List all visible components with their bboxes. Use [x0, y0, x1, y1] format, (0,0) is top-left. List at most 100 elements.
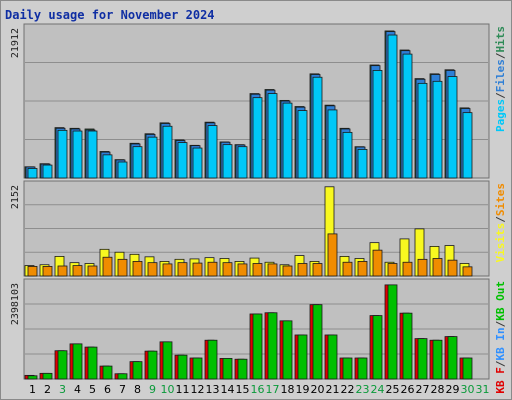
- bar-kb-out-day-9: [147, 350, 158, 380]
- x-label-day-25: 25: [386, 383, 400, 396]
- legend-entry: /: [494, 216, 507, 223]
- bar-sites-day-23: [357, 261, 368, 277]
- x-label-day-23: 23: [356, 383, 370, 396]
- bar-sites-day-27: [417, 258, 428, 277]
- bar-pages-day-28: [432, 80, 443, 179]
- x-label-day-22: 22: [341, 383, 355, 396]
- bar-pages-day-8: [132, 146, 143, 179]
- bar-sites-day-1: [27, 266, 38, 277]
- bar-sites-day-25: [387, 263, 398, 277]
- bar-pages-day-23: [357, 149, 368, 179]
- x-label-day-17: 17: [266, 383, 280, 396]
- legend-entry: Visits: [494, 223, 507, 263]
- bar-kb-out-day-4: [72, 343, 83, 380]
- bar-kb-out-day-5: [87, 346, 98, 380]
- bar-sites-day-20: [312, 263, 323, 277]
- legend-entry: Pages: [494, 99, 507, 132]
- x-label-day-28: 28: [431, 383, 445, 396]
- bar-sites-day-17: [267, 263, 278, 277]
- x-label-day-9: 9: [149, 383, 156, 396]
- bar-kb-out-day-26: [402, 312, 413, 380]
- bar-pages-day-6: [102, 154, 113, 179]
- legend-entry: KB F: [494, 367, 507, 394]
- x-label-day-1: 1: [29, 383, 36, 396]
- bar-kb-out-day-18: [282, 320, 293, 380]
- bar-sites-day-24: [372, 249, 383, 277]
- legend-entry: KB Out: [494, 281, 507, 321]
- bar-pages-day-4: [72, 130, 83, 179]
- chart-title: Daily usage for November 2024: [5, 8, 215, 22]
- bar-pages-day-9: [147, 136, 158, 179]
- bar-kb-out-day-12: [192, 357, 203, 380]
- bar-pages-day-30: [462, 112, 473, 179]
- x-axis-labels: 1 2 3 4 5 6 7 8 9 10 11 12 13 14 15 16 17 18 19 20 21 22 23 24 2…: [29, 383, 490, 396]
- bar-sites-day-26: [402, 261, 413, 277]
- legend-visits-sites: Visits/Sites: [494, 183, 507, 263]
- bar-kb-out-day-10: [162, 341, 173, 380]
- x-label-day-19: 19: [296, 383, 310, 396]
- bar-sites-day-22: [342, 261, 353, 277]
- x-label-day-3: 3: [59, 383, 66, 396]
- bar-pages-day-15: [237, 146, 248, 179]
- bar-kb-out-day-30: [462, 357, 473, 380]
- x-label-day-24: 24: [371, 383, 385, 396]
- bar-sites-day-10: [162, 263, 173, 277]
- x-label-day-16: 16: [251, 383, 265, 396]
- x-label-day-6: 6: [104, 383, 111, 396]
- bar-sites-day-29: [447, 259, 458, 277]
- bar-sites-day-16: [252, 263, 263, 277]
- x-label-day-10: 10: [161, 383, 175, 396]
- x-label-day-26: 26: [401, 383, 415, 396]
- x-label-day-5: 5: [89, 383, 96, 396]
- bar-kb-out-day-14: [222, 357, 233, 380]
- bar-sites-day-7: [117, 258, 128, 277]
- x-label-day-12: 12: [191, 383, 205, 396]
- legend-entry: /: [494, 52, 507, 59]
- bar-kb-out-day-13: [207, 339, 218, 380]
- bar-sites-day-9: [147, 262, 158, 277]
- bar-kb-out-day-22: [342, 357, 353, 380]
- bar-sites-day-15: [237, 263, 248, 277]
- x-label-day-20: 20: [311, 383, 325, 396]
- x-label-day-31: 31: [476, 383, 490, 396]
- bar-sites-day-2: [42, 266, 53, 277]
- bar-kb-out-day-20: [312, 304, 323, 380]
- bar-sites-day-8: [132, 261, 143, 277]
- x-label-day-30: 30: [461, 383, 475, 396]
- bar-pages-day-7: [117, 161, 128, 179]
- bar-kb-out-day-27: [417, 338, 428, 380]
- bar-sites-day-14: [222, 262, 233, 277]
- legend-entry: /: [494, 320, 507, 327]
- y-axis-labels: 21912 2152 2398103: [10, 28, 21, 325]
- bar-pages-day-18: [282, 102, 293, 179]
- legend-entry: /: [494, 360, 507, 367]
- bar-kb-out-day-25: [387, 284, 398, 380]
- bar-pages-day-5: [87, 130, 98, 179]
- bar-kb-out-day-7: [117, 373, 128, 380]
- bar-pages-day-11: [177, 142, 188, 179]
- legend-entry: KB In: [494, 327, 507, 360]
- bar-kb-out-day-1: [27, 375, 38, 380]
- bar-pages-day-21: [327, 109, 338, 179]
- bar-kb-out-day-3: [57, 350, 68, 380]
- bar-pages-day-27: [417, 82, 428, 179]
- x-label-day-11: 11: [176, 383, 190, 396]
- bar-sites-day-5: [87, 265, 98, 277]
- bar-sites-day-28: [432, 258, 443, 277]
- bar-pages-day-26: [402, 53, 413, 179]
- bar-kb-out-day-8: [132, 361, 143, 380]
- bar-kb-out-day-19: [297, 334, 308, 380]
- x-label-day-8: 8: [134, 383, 141, 396]
- bar-pages-day-19: [297, 110, 308, 179]
- bar-pages-day-1: [27, 168, 38, 179]
- bar-kb-out-day-17: [267, 312, 278, 380]
- bar-sites-day-21: [327, 233, 338, 277]
- bar-pages-day-3: [57, 129, 68, 179]
- x-label-day-27: 27: [416, 383, 430, 396]
- bar-pages-day-16: [252, 97, 263, 179]
- bar-pages-day-20: [312, 76, 323, 179]
- x-label-day-7: 7: [119, 383, 126, 396]
- bar-pages-day-24: [372, 70, 383, 179]
- legend-entry: Hits: [494, 26, 507, 53]
